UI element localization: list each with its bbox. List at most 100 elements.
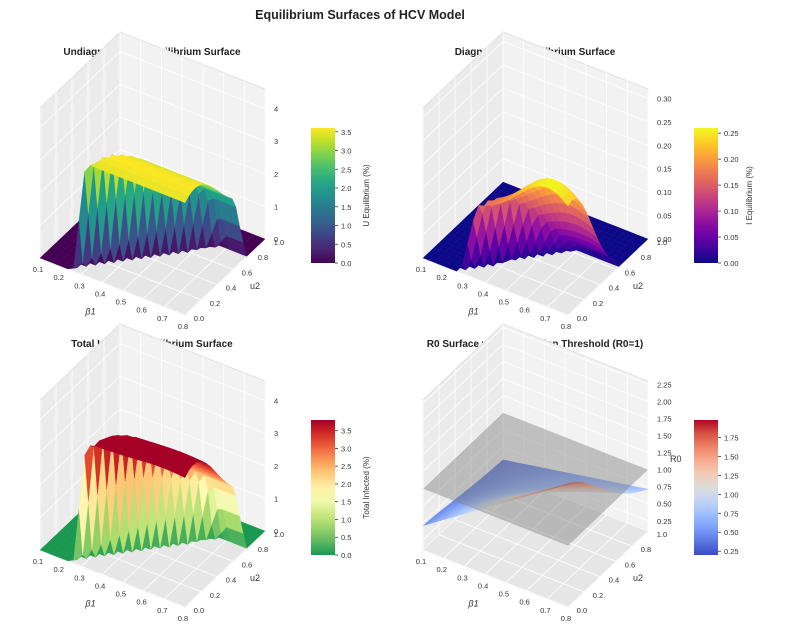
y-tick-label: 0.2 — [593, 591, 603, 600]
y-tick-label: 0.8 — [258, 253, 268, 262]
y-tick-label: 0.4 — [609, 284, 619, 293]
z-tick-label: 2.25 — [657, 380, 672, 389]
colorbar-label: U Equilibrium (%) — [362, 164, 371, 227]
colorbar-tick-label: 0.25 — [724, 129, 739, 138]
x-tick-label: 0.4 — [478, 581, 488, 590]
colorbar-tick-label: 0.15 — [724, 181, 739, 190]
colorbar-tick-label: 0.50 — [724, 528, 739, 537]
z-tick-label: 0 — [274, 527, 278, 536]
x-tick-label: 0.7 — [540, 606, 550, 615]
colorbar-tick-label: 0.25 — [724, 547, 739, 556]
y-axis-label: u2 — [250, 281, 260, 291]
x-tick-label: 0.8 — [178, 614, 188, 623]
x-tick-label: 0.3 — [74, 573, 84, 582]
x-tick-label: 0.2 — [436, 565, 446, 574]
x-tick-label: 0.3 — [74, 281, 84, 290]
x-axis-label: β1 — [467, 599, 478, 609]
colorbar-tick-label: 0.10 — [724, 207, 739, 216]
z-tick-label: 1.50 — [657, 432, 672, 441]
z-axis-label: R0 — [670, 454, 682, 464]
x-tick-label: 0.5 — [499, 590, 509, 599]
z-tick-label: 2.00 — [657, 397, 672, 406]
y-axis-label: u2 — [250, 573, 260, 583]
x-axis-label: β1 — [84, 307, 95, 317]
x-tick-label: 0.6 — [136, 306, 146, 315]
x-axis-label: β1 — [84, 599, 95, 609]
z-tick-label: 0.25 — [657, 118, 672, 127]
y-tick-label: 0.2 — [210, 591, 220, 600]
z-tick-label: 0.50 — [657, 500, 672, 509]
colorbar-tick-label: 3.0 — [341, 147, 351, 156]
colorbar-tick-label: 1.25 — [724, 471, 739, 480]
y-tick-label: 0.0 — [194, 606, 204, 615]
colorbar-tick-label: 1.50 — [724, 452, 739, 461]
colorbar-tick-label: 2.5 — [341, 165, 351, 174]
x-tick-label: 0.6 — [519, 306, 529, 315]
colorbar-tick-label: 2.0 — [341, 184, 351, 193]
y-axis-label: u2 — [633, 573, 643, 583]
z-tick-label: 1 — [274, 494, 278, 503]
colorbar-tick-label: 0.5 — [341, 240, 351, 249]
z-tick-label: 1 — [274, 202, 278, 211]
x-tick-label: 0.4 — [95, 289, 105, 298]
x-tick-label: 0.6 — [136, 598, 146, 607]
z-tick-label: 0.00 — [657, 235, 672, 244]
colorbar-tick-label: 0.0 — [341, 551, 351, 560]
x-tick-label: 0.2 — [436, 273, 446, 282]
y-tick-label: 0.4 — [226, 284, 236, 293]
x-tick-label: 0.1 — [416, 557, 426, 566]
colorbar-tick-label: 1.0 — [341, 515, 351, 524]
z-tick-label: 0.15 — [657, 165, 672, 174]
colorbar — [694, 128, 718, 263]
y-tick-label: 0.8 — [641, 253, 651, 262]
y-tick-label: 1.0 — [657, 530, 667, 539]
colorbar-tick-label: 3.0 — [341, 444, 351, 453]
z-tick-label: 0 — [274, 235, 278, 244]
y-tick-label: 0.4 — [226, 576, 236, 585]
x-tick-label: 0.4 — [478, 289, 488, 298]
x-tick-label: 0.8 — [561, 322, 571, 331]
colorbar-tick-label: 3.5 — [341, 427, 351, 436]
y-tick-label: 0.6 — [242, 268, 252, 277]
x-axis-label: β1 — [467, 307, 478, 317]
z-tick-label: 3 — [274, 137, 278, 146]
chart-panel-3: Total Infected Equilibrium Surface0.10.2… — [33, 324, 371, 623]
z-tick-label: 3 — [274, 429, 278, 438]
colorbar-tick-label: 0.05 — [724, 233, 739, 242]
colorbar-tick-label: 1.0 — [341, 222, 351, 231]
x-tick-label: 0.1 — [416, 265, 426, 274]
y-tick-label: 0.4 — [609, 576, 619, 585]
z-tick-label: 0.25 — [657, 517, 672, 526]
x-tick-label: 0.3 — [457, 281, 467, 290]
z-tick-label: 2 — [274, 170, 278, 179]
colorbar-tick-label: 0.0 — [341, 259, 351, 268]
x-tick-label: 0.5 — [116, 298, 126, 307]
chart-panel-4: R0 Surface with Elimination Threshold (R… — [416, 324, 739, 623]
x-tick-label: 0.8 — [178, 322, 188, 331]
colorbar — [311, 128, 335, 263]
x-tick-label: 0.7 — [157, 314, 167, 323]
z-tick-label: 0.75 — [657, 483, 672, 492]
z-tick-label: 0.20 — [657, 141, 672, 150]
y-tick-label: 0.8 — [258, 545, 268, 554]
z-tick-label: 0.10 — [657, 188, 672, 197]
x-tick-label: 0.8 — [561, 614, 571, 623]
x-tick-label: 0.1 — [33, 265, 43, 274]
z-tick-label: 0.30 — [657, 94, 672, 103]
y-tick-label: 0.6 — [625, 268, 635, 277]
figure-title: Equilibrium Surfaces of HCV Model — [255, 8, 465, 22]
colorbar-tick-label: 1.5 — [341, 203, 351, 212]
z-tick-label: 0.05 — [657, 212, 672, 221]
z-tick-label: 1.00 — [657, 466, 672, 475]
colorbar-tick-label: 1.75 — [724, 433, 739, 442]
y-tick-label: 0.0 — [194, 314, 204, 323]
colorbar-tick-label: 3.5 — [341, 128, 351, 137]
x-tick-label: 0.2 — [53, 273, 63, 282]
colorbar-tick-label: 1.5 — [341, 498, 351, 507]
chart-panel-1: Undiagnosed (U) Equilibrium Surface0.10.… — [33, 32, 371, 331]
y-tick-label: 0.0 — [577, 314, 587, 323]
colorbar-tick-label: 0.75 — [724, 509, 739, 518]
y-tick-label: 0.6 — [242, 560, 252, 569]
